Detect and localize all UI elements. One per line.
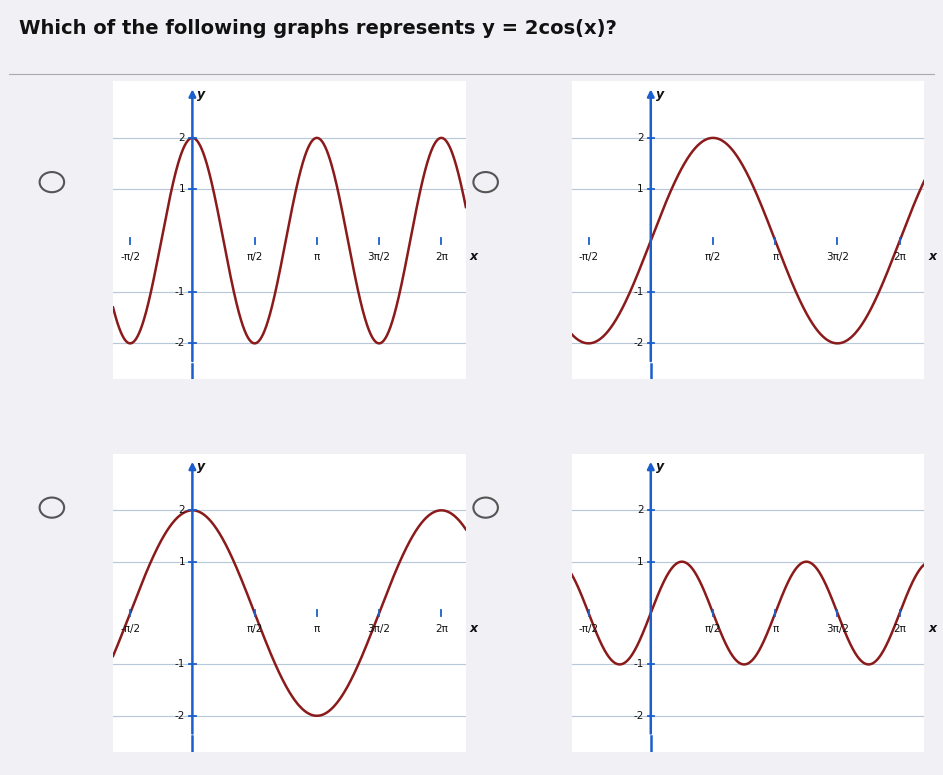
Text: -1: -1 [174,287,185,297]
Text: π: π [772,625,778,635]
Text: -2: -2 [634,711,644,721]
Text: -2: -2 [174,711,185,721]
Text: -1: -1 [634,660,644,670]
Text: 2: 2 [178,133,185,143]
Text: -π/2: -π/2 [578,252,599,262]
Text: x: x [928,622,936,636]
Text: y: y [655,88,664,101]
Text: x: x [470,622,478,636]
Text: -π/2: -π/2 [120,625,141,635]
Text: Which of the following graphs represents y = 2cos(x)?: Which of the following graphs represents… [19,19,617,39]
Text: 1: 1 [178,184,185,195]
Text: 3π/2: 3π/2 [826,625,849,635]
Text: y: y [197,88,206,101]
Text: 3π/2: 3π/2 [826,252,849,262]
Text: 2π: 2π [893,625,906,635]
Text: 3π/2: 3π/2 [368,252,390,262]
Text: -1: -1 [634,287,644,297]
Text: 2: 2 [637,133,644,143]
Text: 2π: 2π [435,625,448,635]
Text: 3π/2: 3π/2 [368,625,390,635]
Text: π: π [314,625,320,635]
Text: 2: 2 [637,505,644,515]
Text: -2: -2 [634,339,644,348]
Text: π/2: π/2 [246,625,263,635]
Text: 1: 1 [637,184,644,195]
Text: -π/2: -π/2 [120,252,141,262]
Text: -π/2: -π/2 [578,625,599,635]
Text: π/2: π/2 [246,252,263,262]
Text: π/2: π/2 [704,625,721,635]
Text: -1: -1 [174,660,185,670]
Text: 2π: 2π [893,252,906,262]
Text: y: y [197,460,206,473]
Text: 1: 1 [178,556,185,567]
Text: π: π [314,252,320,262]
Text: y: y [655,460,664,473]
Text: π/2: π/2 [704,252,721,262]
Text: 2π: 2π [435,252,448,262]
Text: x: x [470,250,478,263]
Text: π: π [772,252,778,262]
Text: 1: 1 [637,556,644,567]
Text: x: x [928,250,936,263]
Text: 2: 2 [178,505,185,515]
Text: -2: -2 [174,339,185,348]
